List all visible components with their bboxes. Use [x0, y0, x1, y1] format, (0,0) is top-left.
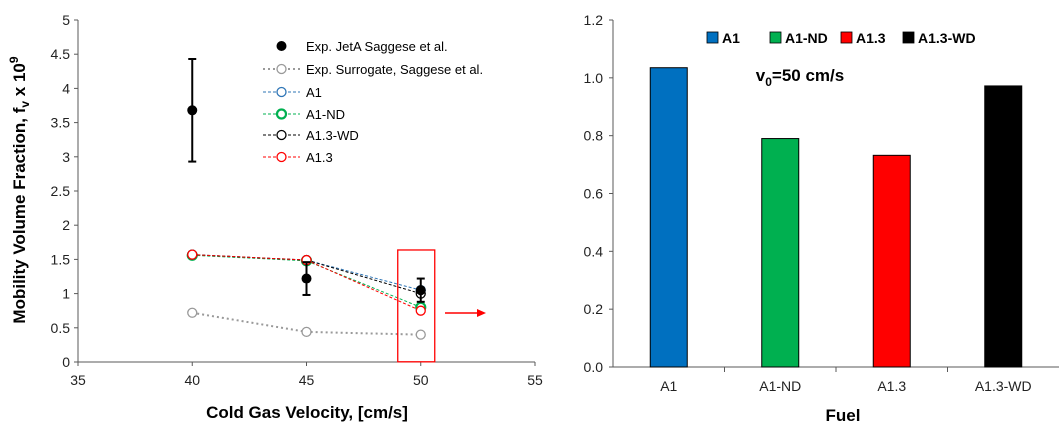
data-point	[415, 285, 426, 296]
bar-a1-nd	[761, 138, 800, 368]
legend-label: Exp. Surrogate, Saggese et al.	[306, 62, 483, 77]
arrow-right-icon	[477, 309, 486, 317]
legend-entry: A1	[263, 85, 322, 100]
bar-x-axis-title: Fuel	[826, 406, 861, 425]
y-tick-label: 0.4	[584, 243, 604, 259]
bar-a1	[649, 67, 688, 368]
bar-a1-3-wd	[984, 85, 1023, 368]
scatter-x-axis-title: Cold Gas Velocity, [cm/s]	[206, 403, 408, 422]
legend-label: A1	[306, 85, 322, 100]
x-tick-label: 55	[527, 372, 543, 388]
y-tick-label: 1.0	[584, 70, 604, 86]
y-tick-label: 0.0	[584, 359, 604, 375]
legend-marker	[276, 151, 287, 163]
y-tick-label: 2	[62, 217, 70, 233]
legend-entry: A1.3-WD	[263, 128, 359, 143]
x-tick-label: A1.3-WD	[975, 378, 1032, 394]
scatter-chart: 0 0.5 1 1.5 2 2.5 3 3.5 4 4.5 5 35 40 45 50 55 Exp. Jet…	[7, 12, 543, 422]
data-point	[415, 329, 426, 340]
y-tick-label: 3.5	[51, 115, 71, 131]
data-point	[301, 326, 312, 338]
data-point	[415, 305, 426, 316]
data-point	[187, 249, 198, 260]
scatter-legend: Exp. JetA Saggese et al. Exp. Surrogate, …	[263, 39, 483, 165]
y-title-sub: v	[18, 101, 32, 108]
legend-entry: A1.3	[263, 150, 333, 165]
y-tick-label: 0.8	[584, 128, 604, 144]
legend-marker	[276, 86, 287, 98]
x-tick-label: 40	[184, 372, 200, 388]
legend-entry: Exp. JetA Saggese et al.	[276, 39, 448, 54]
data-point	[187, 307, 198, 318]
y-tick-label: 2.5	[51, 183, 71, 199]
y-tick-label: 4.5	[51, 46, 71, 62]
legend-entry: A1.3-WD	[902, 30, 976, 46]
bar-annotation: v0=50 cm/s	[756, 66, 844, 89]
legend-entry: A1	[706, 30, 740, 46]
y-tick-label: 1	[62, 286, 70, 302]
y-tick-label: 0.5	[51, 320, 71, 336]
y-tick-label: 1.2	[584, 12, 604, 28]
x-tick-label: A1-ND	[759, 378, 801, 394]
legend-label: A1-ND	[785, 30, 828, 46]
series-line	[192, 254, 421, 308]
data-point	[301, 273, 312, 284]
y-title-tail: x 10	[10, 63, 29, 101]
legend-entry: A1-ND	[769, 30, 828, 46]
annot-tail: =50 cm/s	[772, 66, 844, 85]
x-tick-label: 45	[299, 372, 315, 388]
data-point	[187, 105, 198, 116]
highlight-box	[397, 249, 436, 363]
legend-swatch	[769, 31, 782, 44]
legend-marker	[276, 41, 287, 51]
y-tick-label: 0.6	[584, 186, 604, 202]
x-tick-label: 50	[413, 372, 429, 388]
bar-chart: 0.00.20.40.60.81.01.2A1 A1-ND A1.3 A1.3-WD …	[584, 12, 1059, 425]
legend-entry: A1-ND	[263, 107, 345, 122]
y-tick-label: 0.2	[584, 301, 604, 317]
x-tick-label: 35	[70, 372, 86, 388]
annot-main: v	[756, 66, 766, 85]
legend-label: Exp. JetA Saggese et al.	[306, 39, 448, 54]
legend-label: A1	[722, 30, 740, 46]
legend-swatch	[902, 31, 915, 44]
legend-swatch	[706, 31, 719, 44]
legend-marker	[276, 63, 287, 75]
legend-entry: Exp. Surrogate, Saggese et al.	[263, 62, 483, 77]
series-exp-jeta-saggese-et-al-	[187, 57, 426, 303]
series-exp-surrogate-saggese-et-al-	[187, 307, 426, 340]
y-tick-label: 0	[62, 354, 70, 370]
legend-label: A1.3-WD	[306, 128, 359, 143]
x-tick-label: A1	[660, 378, 677, 394]
scatter-y-axis-title: Mobility Volume Fraction, fv x 109	[7, 56, 32, 323]
legend-swatch	[840, 31, 853, 44]
legend-marker	[276, 129, 287, 141]
legend-label: A1.3-WD	[918, 30, 976, 46]
bar-legend: A1 A1-ND A1.3 A1.3-WD	[706, 30, 976, 46]
series-line	[192, 254, 421, 312]
legend-label: A1.3	[856, 30, 886, 46]
y-title-sup: 9	[7, 56, 21, 63]
legend-entry: A1.3	[840, 30, 886, 46]
legend-label: A1.3	[306, 150, 333, 165]
y-tick-label: 4	[62, 80, 70, 96]
x-tick-label: A1.3	[877, 378, 906, 394]
y-title-main: Mobility Volume Fraction, f	[10, 107, 29, 323]
y-tick-label: 5	[62, 12, 70, 28]
bar-a1-3	[872, 154, 911, 368]
annot-sub: 0	[765, 75, 772, 89]
legend-marker	[275, 108, 288, 120]
legend-label: A1-ND	[306, 107, 345, 122]
y-tick-label: 3	[62, 149, 70, 165]
y-tick-label: 1.5	[51, 251, 71, 267]
